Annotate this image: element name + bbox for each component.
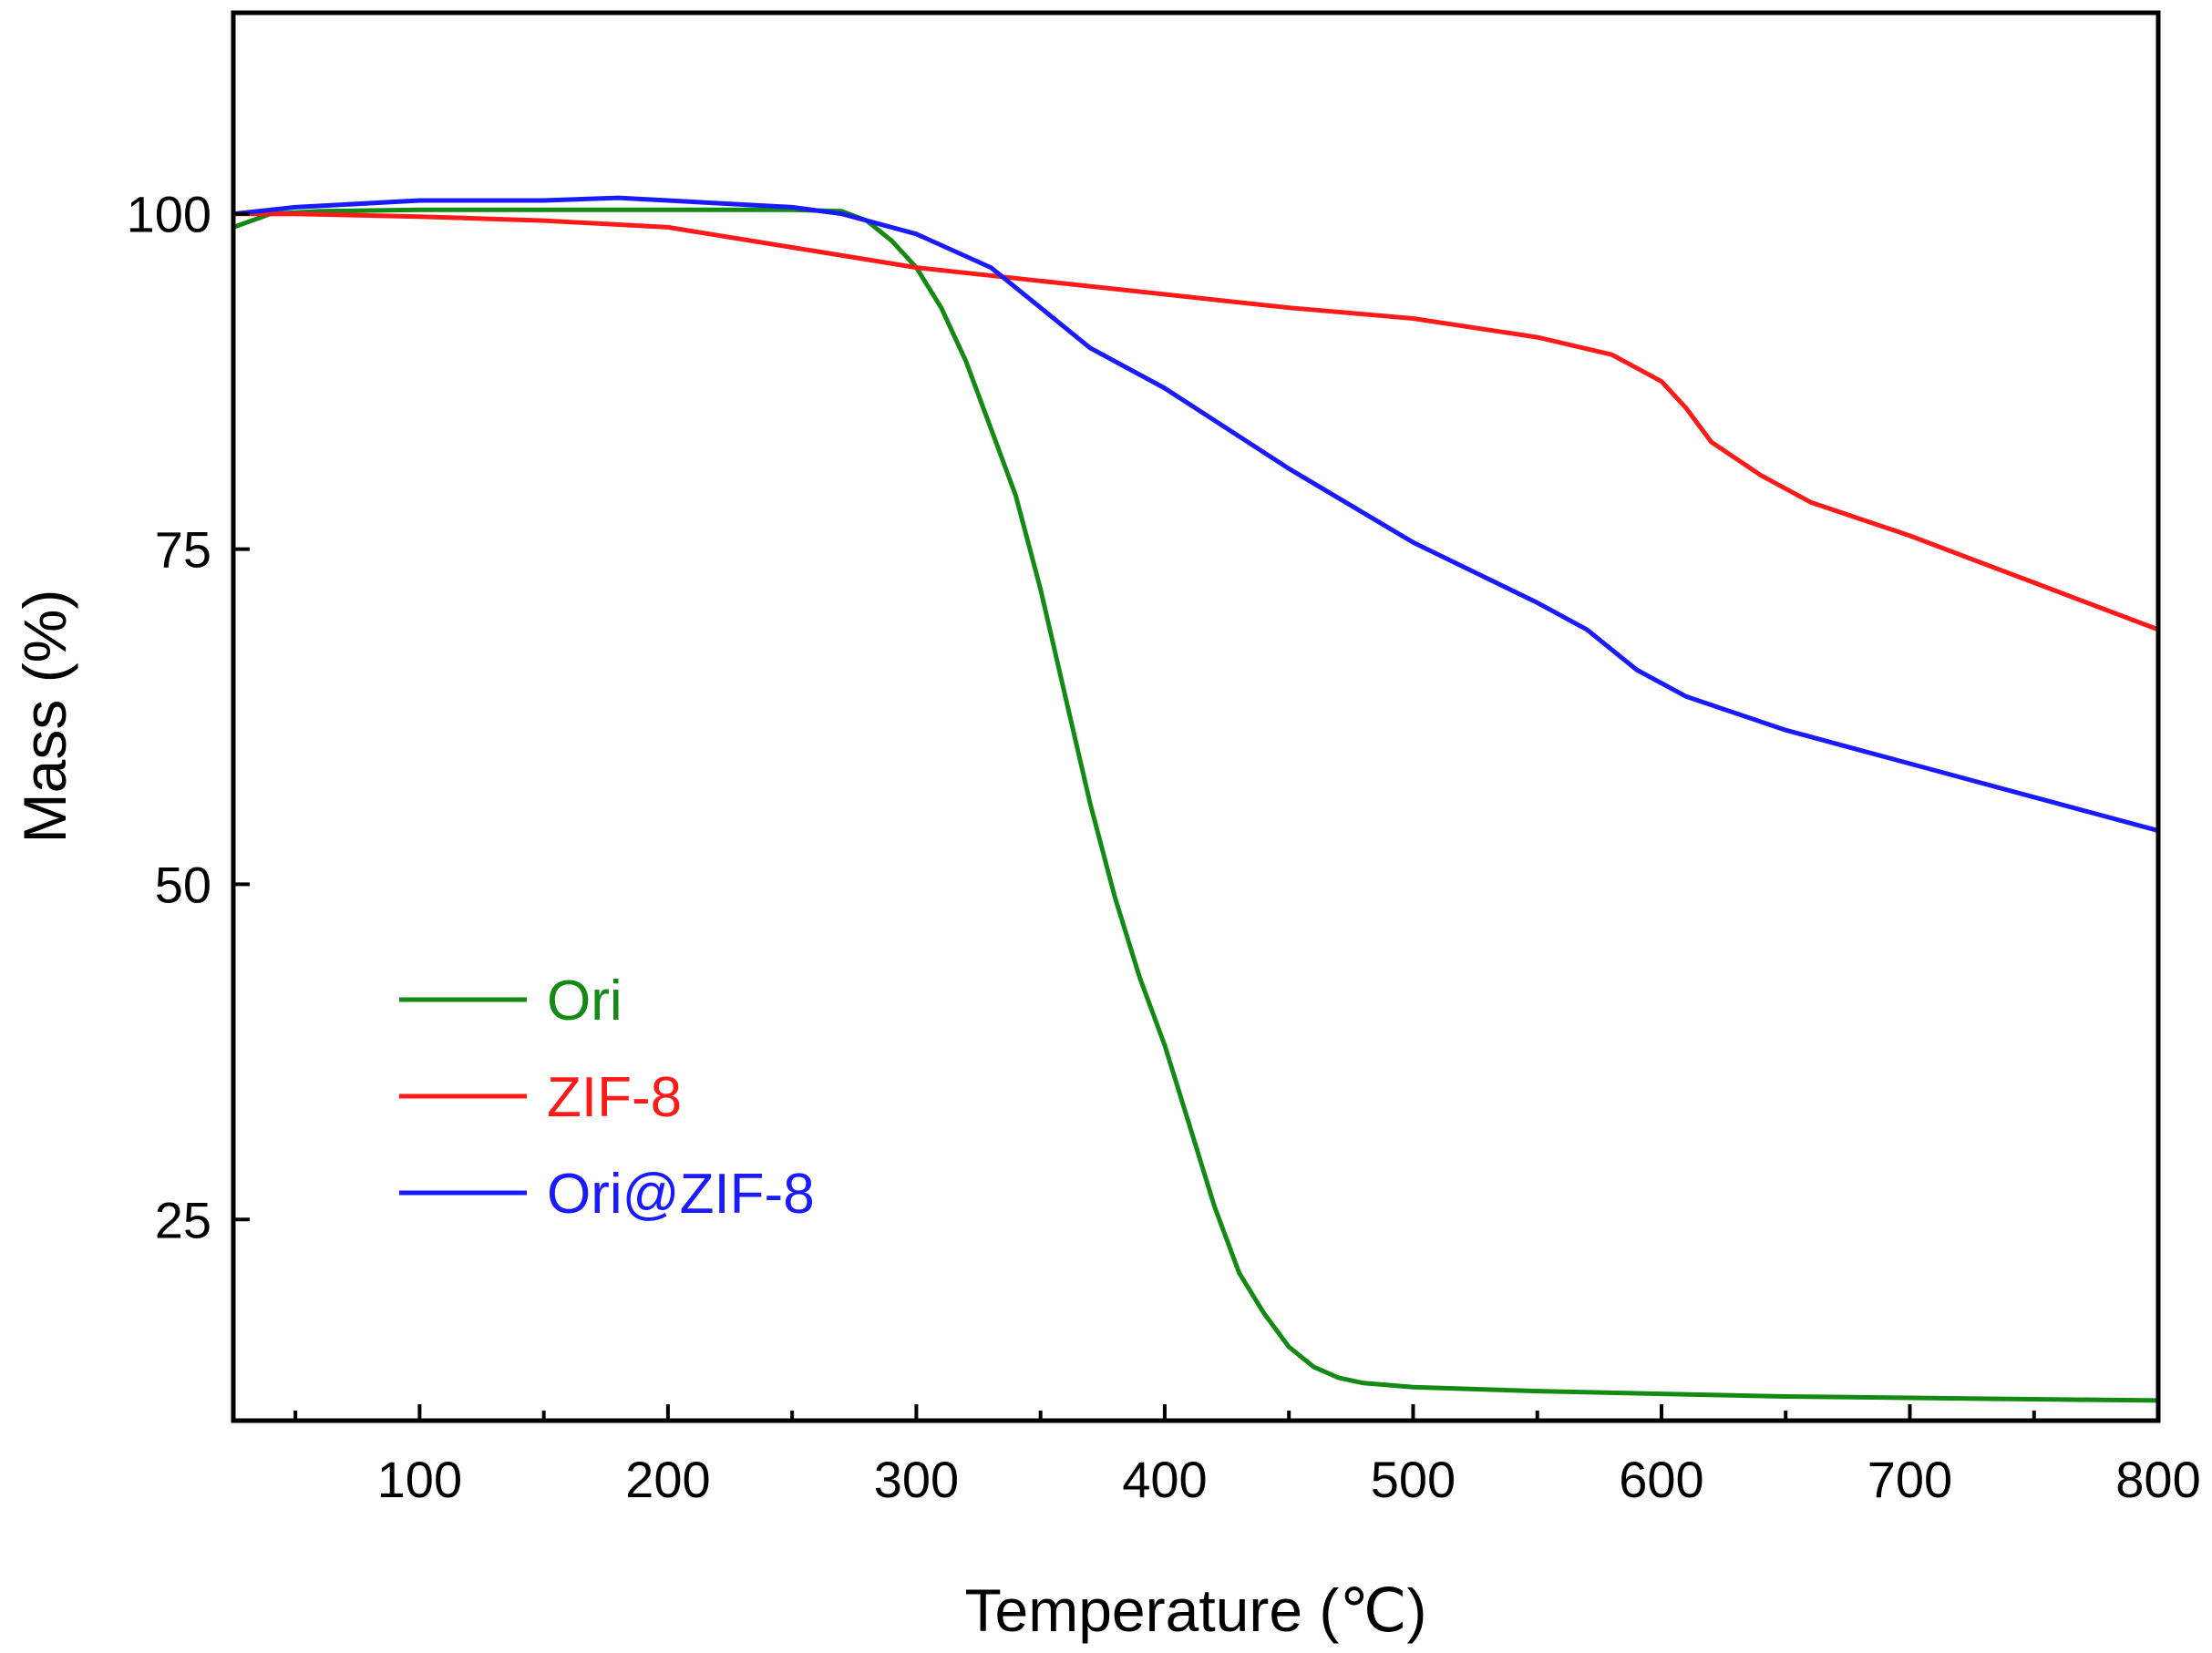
legend-label: Ori [547,970,622,1032]
x-tick-label: 300 [874,1451,959,1508]
y-tick-label: 75 [155,521,211,579]
legend-label: Ori@ZIF-8 [547,1163,815,1226]
plot-frame [231,10,2161,1423]
x-axis-title: Temperature (℃) [965,1576,1427,1644]
y-tick-label: 100 [127,186,211,243]
series-line-zif-8 [231,211,2161,632]
x-tick-label: 400 [1122,1451,1207,1508]
y-tick-label: 25 [155,1191,211,1248]
ticks-group: 100 200 300 400 500 600 700 800 25 50 75 100 [127,186,2201,1508]
y-axis-title: Mass (%) [11,590,78,844]
x-tick-label: 200 [625,1451,710,1508]
legend: Ori ZIF-8 Ori@ZIF-8 [399,970,815,1226]
legend-label: ZIF-8 [547,1066,682,1129]
x-tick-label: 600 [1619,1451,1703,1508]
series-group [231,195,2161,1403]
x-tick-label: 500 [1371,1451,1456,1508]
series-line-ori [231,207,2161,1403]
x-tick-label: 800 [2115,1451,2200,1508]
x-tick-label: 100 [377,1451,462,1508]
series-line-ori-zif-8 [231,195,2161,834]
x-tick-label: 700 [1867,1451,1952,1508]
y-tick-label: 50 [155,856,211,913]
